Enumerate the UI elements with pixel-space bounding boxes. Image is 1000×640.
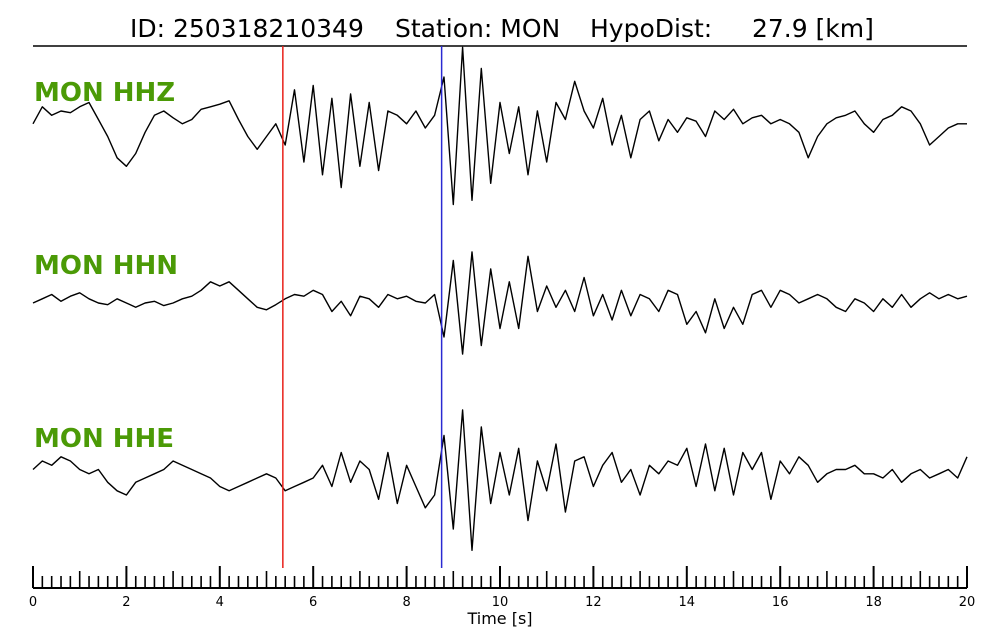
trace-mon-hhn: [32, 251, 968, 355]
x-tick-label: 10: [492, 595, 509, 610]
chart-title-hypodist: HypoDist: 27.9 [km]: [590, 14, 874, 43]
trace-group: [32, 46, 968, 551]
x-tick-label: 16: [772, 595, 789, 610]
chart-title-station: Station: MON: [395, 14, 560, 43]
channel-label-hhn: MON HHN: [34, 251, 178, 281]
x-tick-label: 0: [29, 595, 37, 610]
x-tick-label: 18: [865, 595, 882, 610]
trace-mon-hhz: [32, 46, 967, 206]
trace-mon-hhe: [32, 409, 968, 551]
x-tick-label: 6: [309, 595, 317, 610]
chart-title-id: ID: 250318210349: [130, 14, 364, 43]
x-axis-label: Time [s]: [466, 609, 532, 628]
x-tick-label: 20: [959, 595, 976, 610]
channel-label-hhe: MON HHE: [34, 424, 174, 454]
x-axis-ticks: 0 2 4 6 8 10 12 14 16 18 20: [29, 566, 975, 610]
channel-label-hhz: MON HHZ: [34, 78, 175, 108]
x-tick-label: 14: [679, 595, 696, 610]
x-tick-label: 8: [402, 595, 410, 610]
x-tick-label: 4: [216, 595, 224, 610]
pick-lines: [282, 46, 443, 568]
x-tick-label: 12: [585, 595, 602, 610]
x-tick-label: 2: [122, 595, 130, 610]
